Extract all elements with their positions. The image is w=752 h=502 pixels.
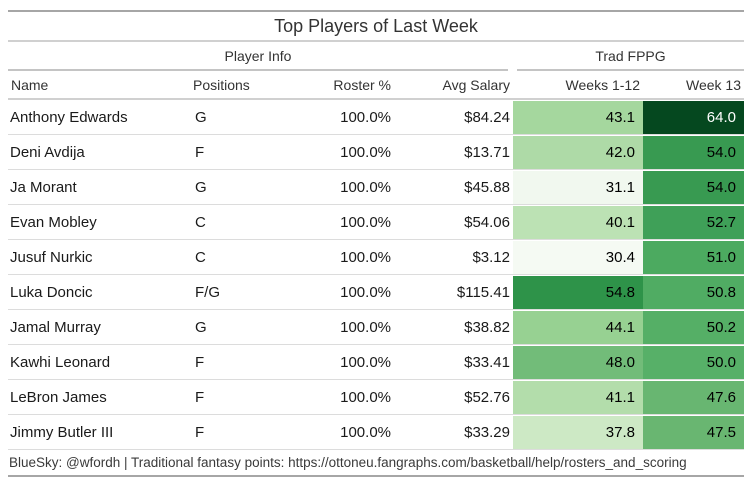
roster-pct-cell: 100.0% xyxy=(294,380,394,415)
player-name-cell: Deni Avdija xyxy=(8,135,190,170)
player-name-cell: Evan Mobley xyxy=(8,205,190,240)
player-name-cell: Jamal Murray xyxy=(8,310,190,345)
week-13-heat-cell: 50.8 xyxy=(643,275,744,310)
avg-salary-cell: $38.82 xyxy=(394,310,513,345)
weeks-1-12-heat-cell: 54.8 xyxy=(513,275,643,310)
player-name-cell: Jimmy Butler III xyxy=(8,415,190,450)
weeks-1-12-heat-cell: 40.1 xyxy=(513,205,643,240)
avg-salary-cell: $33.41 xyxy=(394,345,513,380)
player-positions-cell: C xyxy=(190,205,294,240)
table-row: Deni Avdija F 100.0% $13.71 42.0 54.0 xyxy=(8,135,744,170)
page-title: Top Players of Last Week xyxy=(8,10,744,42)
col-header-positions: Positions xyxy=(190,71,294,100)
players-table: Player Info Trad FPPG Name Positions Ros… xyxy=(8,42,744,450)
avg-salary-cell: $13.71 xyxy=(394,135,513,170)
player-name-cell: Anthony Edwards xyxy=(8,100,190,135)
avg-salary-cell: $84.24 xyxy=(394,100,513,135)
weeks-1-12-heat-cell: 30.4 xyxy=(513,240,643,275)
player-positions-cell: F xyxy=(190,415,294,450)
column-group-trad-fppg-label: Trad FPPG xyxy=(517,42,744,71)
week-13-heat-cell: 54.0 xyxy=(643,135,744,170)
roster-pct-cell: 100.0% xyxy=(294,275,394,310)
player-positions-cell: F xyxy=(190,345,294,380)
table-row: Kawhi Leonard F 100.0% $33.41 48.0 50.0 xyxy=(8,345,744,380)
weeks-1-12-heat-cell: 48.0 xyxy=(513,345,643,380)
week-13-heat-cell: 47.5 xyxy=(643,415,744,450)
player-name-cell: LeBron James xyxy=(8,380,190,415)
fantasy-table-container: Top Players of Last Week Player Info Tra… xyxy=(8,10,744,477)
player-name-cell: Ja Morant xyxy=(8,170,190,205)
col-header-roster-pct: Roster % xyxy=(294,71,394,100)
table-row: Luka Doncic F/G 100.0% $115.41 54.8 50.8 xyxy=(8,275,744,310)
week-13-heat-cell: 52.7 xyxy=(643,205,744,240)
table-row: Jamal Murray G 100.0% $38.82 44.1 50.2 xyxy=(8,310,744,345)
avg-salary-cell: $45.88 xyxy=(394,170,513,205)
table-row: Evan Mobley C 100.0% $54.06 40.1 52.7 xyxy=(8,205,744,240)
table-row: Anthony Edwards G 100.0% $84.24 43.1 64.… xyxy=(8,100,744,135)
weeks-1-12-heat-cell: 41.1 xyxy=(513,380,643,415)
player-positions-cell: C xyxy=(190,240,294,275)
column-group-trad-fppg: Trad FPPG xyxy=(513,42,744,71)
table-row: Jusuf Nurkic C 100.0% $3.12 30.4 51.0 xyxy=(8,240,744,275)
col-header-weeks-1-12: Weeks 1-12 xyxy=(513,71,643,100)
week-13-heat-cell: 54.0 xyxy=(643,170,744,205)
avg-salary-cell: $3.12 xyxy=(394,240,513,275)
weeks-1-12-heat-cell: 43.1 xyxy=(513,100,643,135)
roster-pct-cell: 100.0% xyxy=(294,205,394,240)
avg-salary-cell: $33.29 xyxy=(394,415,513,450)
avg-salary-cell: $115.41 xyxy=(394,275,513,310)
column-group-player-info: Player Info xyxy=(8,42,513,71)
roster-pct-cell: 100.0% xyxy=(294,170,394,205)
col-header-week-13: Week 13 xyxy=(643,71,744,100)
player-positions-cell: G xyxy=(190,310,294,345)
week-13-heat-cell: 50.0 xyxy=(643,345,744,380)
week-13-heat-cell: 64.0 xyxy=(643,100,744,135)
player-name-cell: Jusuf Nurkic xyxy=(8,240,190,275)
roster-pct-cell: 100.0% xyxy=(294,310,394,345)
roster-pct-cell: 100.0% xyxy=(294,415,394,450)
table-header: Player Info Trad FPPG Name Positions Ros… xyxy=(8,42,744,100)
player-positions-cell: F xyxy=(190,135,294,170)
roster-pct-cell: 100.0% xyxy=(294,100,394,135)
table-row: Ja Morant G 100.0% $45.88 31.1 54.0 xyxy=(8,170,744,205)
player-name-cell: Luka Doncic xyxy=(8,275,190,310)
avg-salary-cell: $52.76 xyxy=(394,380,513,415)
week-13-heat-cell: 50.2 xyxy=(643,310,744,345)
col-header-avg-salary: Avg Salary xyxy=(394,71,513,100)
week-13-heat-cell: 47.6 xyxy=(643,380,744,415)
roster-pct-cell: 100.0% xyxy=(294,135,394,170)
weeks-1-12-heat-cell: 37.8 xyxy=(513,415,643,450)
column-header-row: Name Positions Roster % Avg Salary Weeks… xyxy=(8,71,744,100)
roster-pct-cell: 100.0% xyxy=(294,345,394,380)
player-positions-cell: F/G xyxy=(190,275,294,310)
player-positions-cell: G xyxy=(190,100,294,135)
table-row: Jimmy Butler III F 100.0% $33.29 37.8 47… xyxy=(8,415,744,450)
column-group-row: Player Info Trad FPPG xyxy=(8,42,744,71)
player-positions-cell: G xyxy=(190,170,294,205)
table-body: Anthony Edwards G 100.0% $84.24 43.1 64.… xyxy=(8,100,744,450)
weeks-1-12-heat-cell: 31.1 xyxy=(513,170,643,205)
weeks-1-12-heat-cell: 44.1 xyxy=(513,310,643,345)
column-group-player-info-label: Player Info xyxy=(8,42,508,71)
roster-pct-cell: 100.0% xyxy=(294,240,394,275)
table-row: LeBron James F 100.0% $52.76 41.1 47.6 xyxy=(8,380,744,415)
week-13-heat-cell: 51.0 xyxy=(643,240,744,275)
col-header-name: Name xyxy=(8,71,190,100)
player-name-cell: Kawhi Leonard xyxy=(8,345,190,380)
avg-salary-cell: $54.06 xyxy=(394,205,513,240)
player-positions-cell: F xyxy=(190,380,294,415)
source-note: BlueSky: @wfordh | Traditional fantasy p… xyxy=(8,450,744,477)
weeks-1-12-heat-cell: 42.0 xyxy=(513,135,643,170)
